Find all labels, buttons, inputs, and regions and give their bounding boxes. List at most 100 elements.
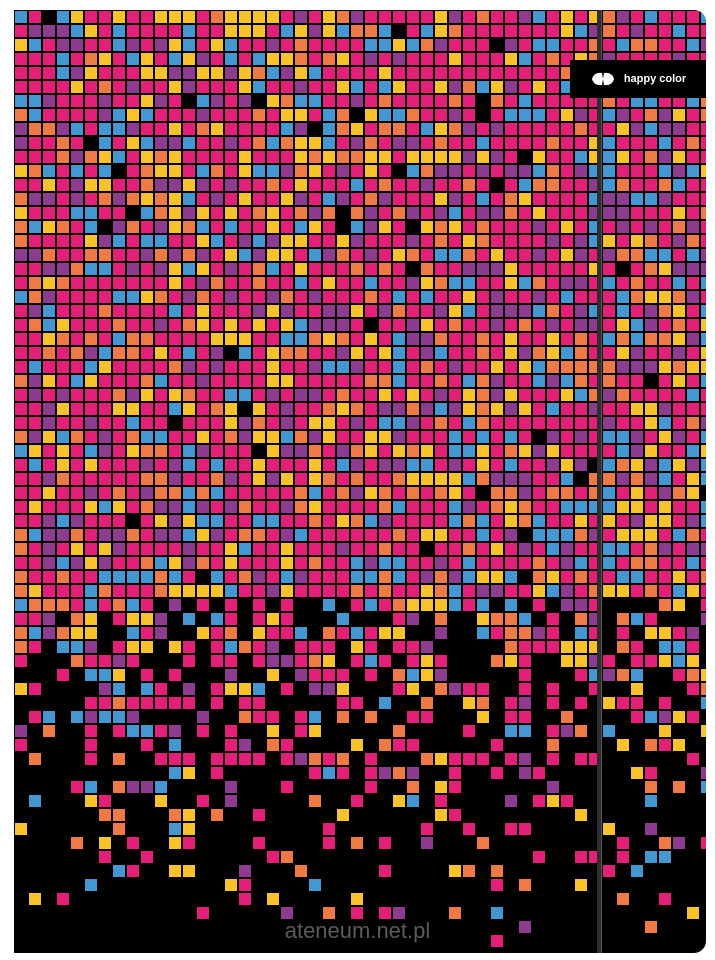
pixel-square bbox=[225, 137, 237, 149]
pixel-square bbox=[603, 137, 615, 149]
pixel-square bbox=[673, 249, 685, 261]
pixel-square bbox=[645, 711, 657, 723]
pixel-square bbox=[407, 711, 419, 723]
pixel-square bbox=[127, 473, 139, 485]
pixel-square bbox=[29, 389, 41, 401]
pixel-square bbox=[379, 179, 391, 191]
pixel-square bbox=[57, 179, 69, 191]
pixel-square bbox=[533, 179, 545, 191]
pixel-square bbox=[225, 291, 237, 303]
pixel-square bbox=[29, 585, 41, 597]
pixel-square bbox=[155, 95, 167, 107]
pixel-square bbox=[505, 529, 517, 541]
pixel-square bbox=[617, 333, 629, 345]
pixel-square bbox=[225, 445, 237, 457]
pixel-square bbox=[687, 487, 699, 499]
pixel-square bbox=[701, 515, 706, 527]
pixel-square bbox=[211, 319, 223, 331]
pixel-square bbox=[337, 11, 349, 23]
pixel-square bbox=[169, 165, 181, 177]
pixel-square bbox=[379, 403, 391, 415]
pixel-square bbox=[239, 459, 251, 471]
pixel-square bbox=[309, 207, 321, 219]
pixel-square bbox=[337, 529, 349, 541]
pixel-square bbox=[197, 249, 209, 261]
pixel-square bbox=[141, 641, 153, 653]
pixel-square bbox=[365, 249, 377, 261]
pixel-square bbox=[477, 165, 489, 177]
pixel-square bbox=[547, 333, 559, 345]
pixel-square bbox=[239, 417, 251, 429]
pixel-square bbox=[71, 459, 83, 471]
pixel-square bbox=[491, 123, 503, 135]
pixel-square bbox=[631, 613, 643, 625]
pixel-square bbox=[15, 67, 27, 79]
pixel-square bbox=[43, 249, 55, 261]
pixel-square bbox=[575, 221, 587, 233]
pixel-square bbox=[547, 165, 559, 177]
pixel-square bbox=[365, 599, 377, 611]
pixel-square bbox=[15, 319, 27, 331]
pixel-square bbox=[127, 543, 139, 555]
pixel-square bbox=[687, 165, 699, 177]
pixel-square bbox=[421, 823, 433, 835]
pixel-square bbox=[505, 263, 517, 275]
pixel-square bbox=[505, 193, 517, 205]
pixel-square bbox=[281, 249, 293, 261]
pixel-square bbox=[295, 431, 307, 443]
pixel-square bbox=[449, 865, 461, 877]
pixel-square bbox=[169, 459, 181, 471]
pixel-square bbox=[673, 305, 685, 317]
pixel-square bbox=[183, 697, 195, 709]
pixel-square bbox=[505, 641, 517, 653]
pixel-square bbox=[631, 123, 643, 135]
pixel-square bbox=[127, 641, 139, 653]
pixel-square bbox=[141, 529, 153, 541]
pixel-square bbox=[281, 571, 293, 583]
pixel-square bbox=[519, 921, 531, 933]
pixel-square bbox=[421, 501, 433, 513]
pixel-square bbox=[407, 529, 419, 541]
pixel-square bbox=[141, 515, 153, 527]
pixel-square bbox=[393, 585, 405, 597]
pixel-square bbox=[365, 361, 377, 373]
pixel-square bbox=[29, 165, 41, 177]
pixel-square bbox=[85, 305, 97, 317]
pixel-square bbox=[435, 179, 447, 191]
pixel-square bbox=[183, 25, 195, 37]
pixel-square bbox=[533, 137, 545, 149]
pixel-square bbox=[281, 291, 293, 303]
pixel-square bbox=[519, 375, 531, 387]
pixel-square bbox=[71, 431, 83, 443]
pixel-square bbox=[99, 263, 111, 275]
pixel-square bbox=[197, 375, 209, 387]
pixel-square bbox=[197, 305, 209, 317]
pixel-square bbox=[645, 655, 657, 667]
pixel-square bbox=[463, 291, 475, 303]
pixel-square bbox=[687, 11, 699, 23]
pixel-square bbox=[71, 837, 83, 849]
pixel-square bbox=[435, 683, 447, 695]
pixel-square bbox=[295, 543, 307, 555]
pixel-square bbox=[687, 515, 699, 527]
pixel-square bbox=[687, 543, 699, 555]
pixel-square bbox=[113, 487, 125, 499]
pixel-square bbox=[183, 123, 195, 135]
pixel-square bbox=[477, 459, 489, 471]
pixel-square bbox=[393, 627, 405, 639]
pixel-square bbox=[183, 585, 195, 597]
pixel-square bbox=[533, 277, 545, 289]
pixel-square bbox=[435, 515, 447, 527]
pixel-square bbox=[57, 641, 69, 653]
pixel-square bbox=[99, 795, 111, 807]
pixel-square bbox=[533, 67, 545, 79]
pixel-square bbox=[211, 333, 223, 345]
pixel-square bbox=[463, 501, 475, 513]
pixel-square bbox=[99, 305, 111, 317]
pixel-square bbox=[421, 11, 433, 23]
pixel-square bbox=[29, 473, 41, 485]
pixel-square bbox=[29, 109, 41, 121]
pixel-square bbox=[533, 487, 545, 499]
pixel-square bbox=[127, 375, 139, 387]
pixel-square bbox=[141, 445, 153, 457]
